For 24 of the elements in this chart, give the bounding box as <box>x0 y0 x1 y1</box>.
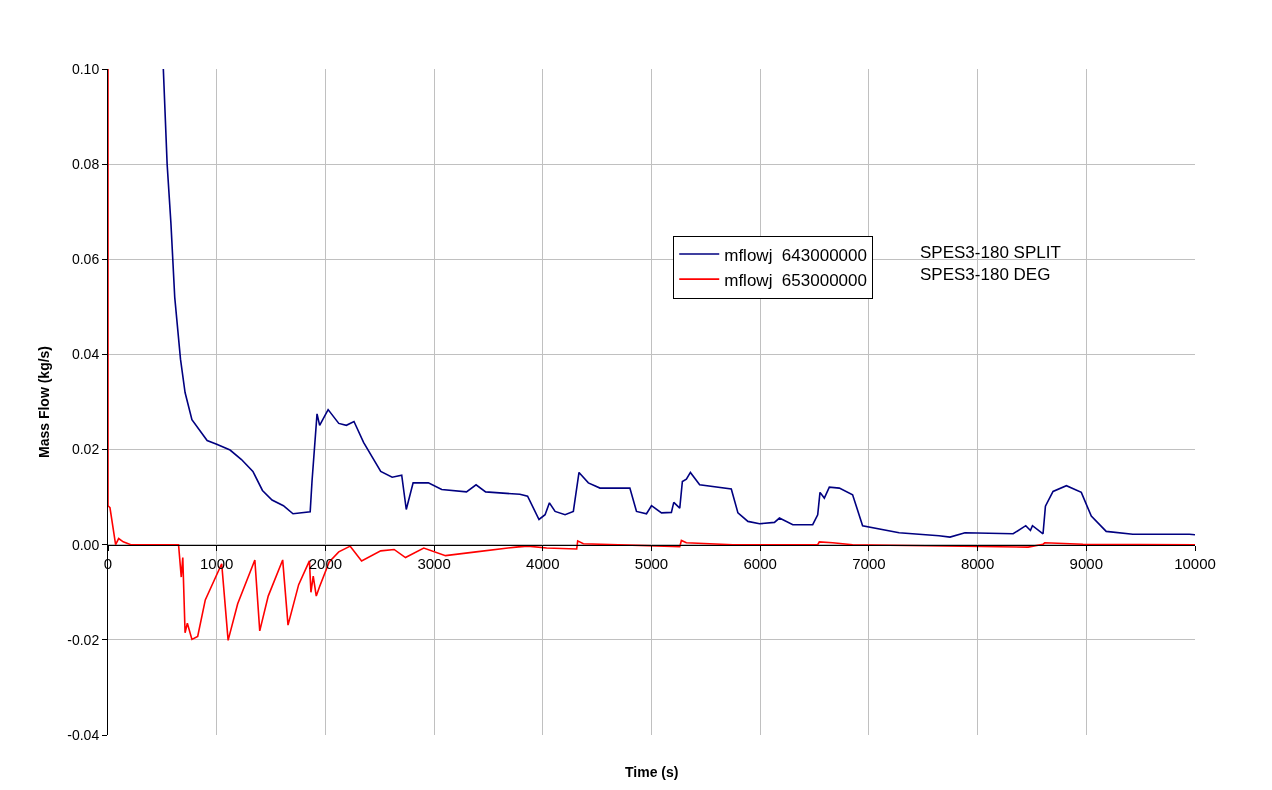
line-series <box>162 69 1195 538</box>
y-tick-label: 0.08 <box>71 156 100 173</box>
y-tick-label: 0.04 <box>71 346 100 363</box>
x-axis-title: Time (s) <box>625 764 679 780</box>
x-tick-label: 7000 <box>852 554 886 572</box>
legend-label: mflowj 653000000 <box>724 270 867 290</box>
x-tick-label: 1000 <box>200 554 234 572</box>
y-tick-label: 0.02 <box>71 441 100 458</box>
y-axis-title: Mass Flow (kg/s) <box>35 345 52 459</box>
legend-label: mflowj 643000000 <box>724 245 867 265</box>
y-tick-label: 0.06 <box>71 251 100 268</box>
x-tick-label: 9000 <box>1069 554 1103 572</box>
x-tick-label: 8000 <box>960 554 995 572</box>
y-tick-label: -0.02 <box>67 631 100 648</box>
x-tick-label: 10000 <box>1174 554 1216 572</box>
annotation: SPES3-180 DEG <box>920 265 1051 284</box>
x-tick-label: 3000 <box>417 554 451 572</box>
y-tick-label: 0.10 <box>71 60 100 77</box>
y-tick-label: 0.00 <box>71 536 100 553</box>
annotation: SPES3-180 SPLIT <box>920 243 1061 262</box>
x-tick-label: 6000 <box>743 554 777 572</box>
x-tick-label: 4000 <box>526 554 560 572</box>
y-tick-label: -0.04 <box>67 726 100 743</box>
x-tick-label: 5000 <box>634 554 669 572</box>
